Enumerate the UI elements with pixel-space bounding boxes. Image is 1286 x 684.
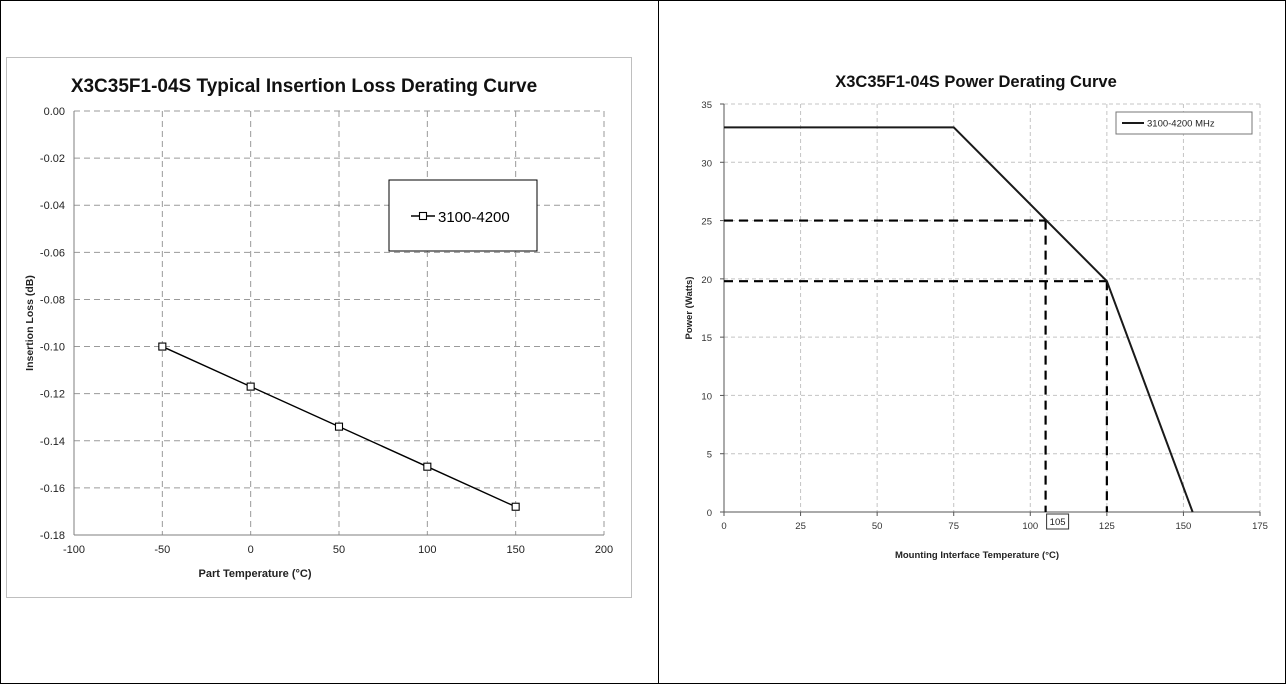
- data-point-marker: [246, 382, 255, 391]
- x-tick-label: 150: [506, 544, 524, 556]
- y-tick-label: 15: [701, 333, 712, 344]
- x-tick-label: -50: [154, 544, 170, 556]
- y-tick-label: 25: [701, 217, 712, 228]
- chart-title: X3C35F1-04S Typical Insertion Loss Derat…: [71, 76, 537, 97]
- y-tick-label: -0.10: [40, 342, 65, 354]
- x-tick-label: -100: [63, 544, 85, 556]
- x-tick-label: 175: [1252, 521, 1268, 532]
- x-tick-label: 75: [948, 521, 959, 532]
- y-tick-label: 5: [707, 450, 712, 461]
- legend-marker-sample: [418, 211, 428, 221]
- y-tick-label: -0.08: [40, 294, 65, 306]
- insertion-loss-chart: X3C35F1-04S Typical Insertion Loss Derat…: [6, 57, 632, 598]
- y-tick-label: 30: [701, 158, 712, 169]
- x-tick-label: 200: [595, 544, 613, 556]
- y-tick-label: 0: [707, 508, 712, 519]
- x-tick-label: 125: [1099, 521, 1115, 532]
- panel-divider: [658, 0, 659, 684]
- legend-label: 3100-4200: [438, 209, 510, 226]
- x-tick-label: 50: [872, 521, 883, 532]
- x-axis-label: Part Temperature (°C): [199, 568, 312, 580]
- y-tick-label: 10: [701, 391, 712, 402]
- x-tick-label: 100: [418, 544, 436, 556]
- annotation-box: [1046, 513, 1070, 530]
- data-point-marker: [158, 342, 167, 351]
- y-tick-label: -0.16: [40, 483, 65, 495]
- y-tick-label: 20: [701, 275, 712, 286]
- x-axis-label: Mounting Interface Temperature (°C): [895, 550, 1059, 561]
- insertion-loss-chart-svg: X3C35F1-04S Typical Insertion Loss Derat…: [24, 76, 613, 580]
- series-line: [724, 126, 1194, 513]
- data-point-marker: [334, 422, 344, 431]
- y-axis-label: Insertion Loss (dB): [24, 275, 36, 371]
- chart-title: X3C35F1-04S Power Derating Curve: [835, 73, 1117, 91]
- legend-box: [1115, 111, 1253, 135]
- x-tick-label: 100: [1022, 521, 1038, 532]
- y-tick-label: -0.14: [40, 436, 65, 448]
- data-point-marker: [511, 502, 520, 511]
- data-point-marker: [423, 462, 432, 471]
- y-axis-label: Power (Watts): [684, 277, 695, 340]
- y-tick-label: -0.18: [40, 530, 65, 542]
- annotation-label: 105: [1050, 517, 1066, 528]
- y-tick-label: -0.06: [40, 247, 65, 259]
- power-derating-chart-svg: X3C35F1-04S Power Derating Curve 0 5 10 15 20…: [684, 73, 1268, 561]
- y-tick-label: 35: [701, 100, 712, 111]
- x-tick-label: 150: [1175, 521, 1191, 532]
- y-tick-label: -0.02: [40, 153, 65, 165]
- x-tick-label: 0: [248, 544, 254, 556]
- legend-label: 3100-4200 MHz: [1147, 119, 1215, 130]
- x-tick-label: 25: [795, 521, 806, 532]
- y-tick-label: -0.04: [40, 200, 65, 212]
- y-tick-label: -0.12: [40, 389, 65, 401]
- x-tick-label: 0: [721, 521, 726, 532]
- x-tick-label: 50: [333, 544, 345, 556]
- y-tick-label: 0.00: [44, 106, 65, 118]
- power-derating-chart: X3C35F1-04S Power Derating Curve 0 5 10 15 20…: [672, 60, 1282, 580]
